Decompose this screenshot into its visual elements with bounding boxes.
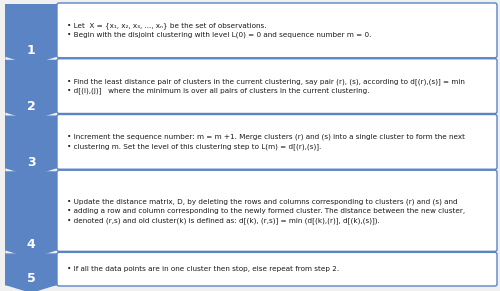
Text: • If all the data points are in one cluster then stop, else repeat from step 2.: • If all the data points are in one clus…: [67, 266, 339, 272]
Text: 2: 2: [26, 100, 36, 113]
Text: 1: 1: [26, 44, 36, 57]
Text: • Find the least distance pair of clusters in the current clustering, say pair (: • Find the least distance pair of cluste…: [67, 78, 465, 85]
Text: 4: 4: [26, 238, 36, 251]
Text: • Increment the sequence number: m = m +1. Merge clusters (r) and (s) into a sin: • Increment the sequence number: m = m +…: [67, 134, 465, 140]
Text: • d[(i),(j)]   where the minimum is over all pairs of clusters in the current cl: • d[(i),(j)] where the minimum is over a…: [67, 88, 370, 94]
Text: • denoted (r,s) and old cluster(k) is defined as: d[(k), (r,s)] = min (d[(k),(r): • denoted (r,s) and old cluster(k) is de…: [67, 217, 380, 224]
Polygon shape: [5, 60, 57, 120]
Text: • Let  X = {x₁, x₂, x₃, ..., xₙ} be the set of observations.: • Let X = {x₁, x₂, x₃, ..., xₙ} be the s…: [67, 22, 266, 29]
Text: 5: 5: [26, 272, 36, 285]
Text: • adding a row and column corresponding to the newly formed cluster. The distanc: • adding a row and column corresponding …: [67, 208, 465, 214]
FancyBboxPatch shape: [57, 3, 497, 58]
FancyBboxPatch shape: [57, 114, 497, 169]
Text: 3: 3: [26, 156, 36, 169]
FancyBboxPatch shape: [57, 252, 497, 286]
FancyBboxPatch shape: [57, 59, 497, 113]
Polygon shape: [5, 253, 57, 291]
Text: • clustering m. Set the level of this clustering step to L(m) = d[(r),(s)].: • clustering m. Set the level of this cl…: [67, 143, 321, 150]
Text: • Update the distance matrix, D, by deleting the rows and columns corresponding : • Update the distance matrix, D, by dele…: [67, 198, 458, 205]
Polygon shape: [5, 171, 57, 258]
Text: • Begin with the disjoint clustering with level L(0) = 0 and sequence number m =: • Begin with the disjoint clustering wit…: [67, 32, 372, 38]
Polygon shape: [5, 116, 57, 176]
Polygon shape: [5, 4, 57, 65]
FancyBboxPatch shape: [57, 170, 497, 251]
